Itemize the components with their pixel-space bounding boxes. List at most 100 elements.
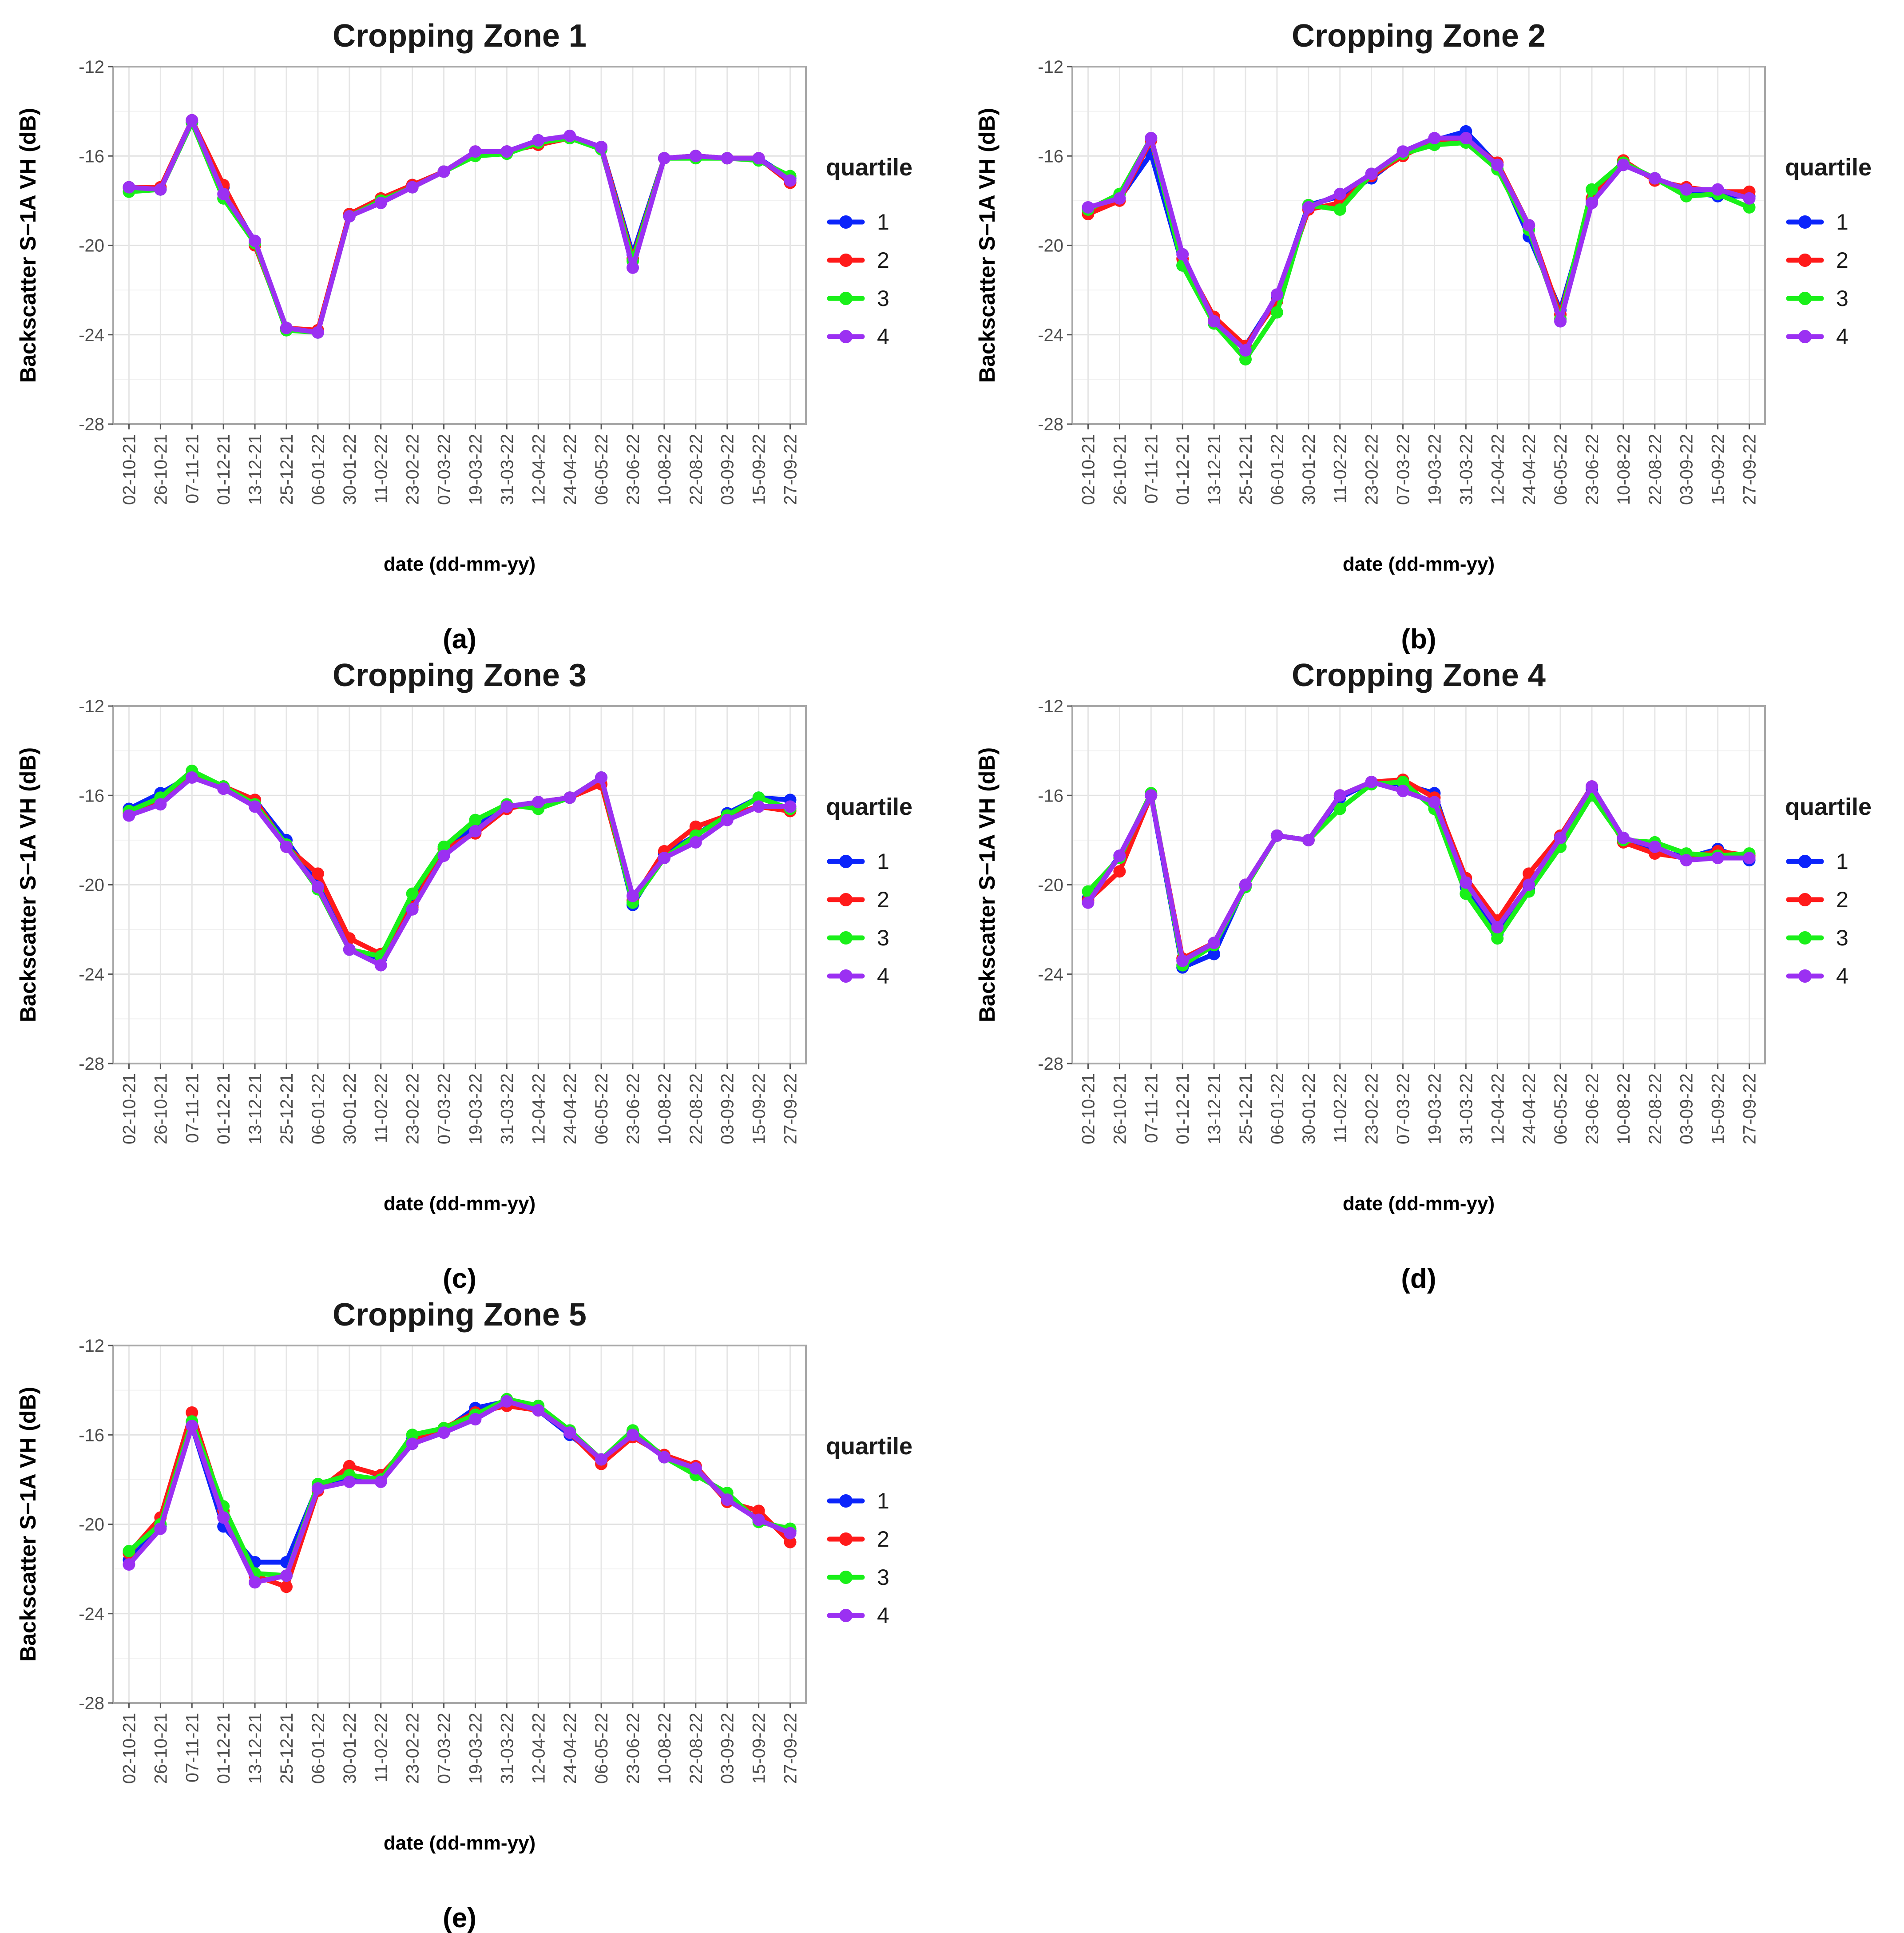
data-point-q3-07-03-22: [437, 840, 450, 853]
legend-label-4: 4: [877, 1603, 889, 1628]
data-point-q4-15-09-22: [752, 800, 765, 813]
legend-marker-1: [839, 855, 853, 868]
x-tick-label: 07-11-21: [182, 434, 202, 504]
data-point-q3-23-06-22: [1586, 183, 1598, 196]
data-point-q4-19-03-22: [469, 825, 482, 838]
data-point-q4-01-12-21: [217, 187, 230, 200]
data-point-q3-27-09-22: [1743, 201, 1756, 214]
data-point-q4-23-02-22: [1365, 776, 1378, 789]
legend-label-4: 4: [1836, 964, 1848, 988]
x-tick-label: 01-12-21: [214, 1713, 234, 1784]
legend-marker-2: [839, 254, 853, 267]
data-point-q4-23-02-22: [406, 1437, 419, 1450]
data-point-q4-19-03-22: [469, 1413, 482, 1426]
legend-title: quartile: [826, 794, 912, 820]
data-point-q4-19-03-22: [469, 145, 482, 158]
data-point-q4-26-10-21: [154, 1522, 167, 1535]
x-tick-label: 24-04-22: [560, 1073, 580, 1144]
x-tick-label: 23-06-22: [623, 434, 643, 505]
x-tick-label: 31-03-22: [1456, 1073, 1476, 1144]
data-point-q4-06-05-22: [1554, 831, 1567, 844]
legend-marker-4: [839, 969, 853, 983]
y-tick-label: -24: [1038, 965, 1063, 984]
data-point-q4-22-08-22: [689, 836, 702, 849]
legend-marker-3: [1798, 292, 1812, 305]
legend-marker-2: [839, 1532, 853, 1546]
data-point-q4-15-09-22: [752, 1513, 765, 1526]
x-tick-label: 25-12-21: [277, 1713, 297, 1784]
legend-label-3: 3: [1836, 925, 1848, 950]
data-point-q4-15-09-22: [1711, 852, 1724, 865]
x-tick-label: 27-09-22: [1740, 434, 1760, 505]
legend-marker-4: [839, 1609, 853, 1622]
chart-panel-3: -12 -16 -20 -24 -28 02-10-21 26-10-21 07-11-21 0…: [16, 658, 912, 1294]
x-tick-label: 03-09-22: [1677, 434, 1697, 505]
data-point-q4-02-10-21: [123, 809, 135, 822]
data-point-q4-27-09-22: [1743, 192, 1756, 205]
legend-title: quartile: [1785, 154, 1872, 181]
data-point-q4-30-01-22: [1302, 201, 1315, 214]
x-tick-label: 26-10-21: [1110, 434, 1130, 505]
data-point-q4-23-06-22: [627, 1429, 639, 1441]
x-tick-label: 13-12-21: [246, 1713, 265, 1784]
x-tick-label: 11-02-22: [1331, 434, 1350, 504]
data-point-q3-23-02-22: [406, 887, 419, 900]
y-tick-label: -20: [79, 236, 104, 256]
data-point-q3-12-04-22: [1491, 932, 1504, 945]
y-tick-label: -16: [79, 147, 104, 166]
y-tick-label: -24: [79, 965, 104, 984]
data-point-q4-01-12-21: [217, 1511, 230, 1524]
legend-label-2: 2: [877, 887, 889, 912]
data-point-q4-03-09-22: [1680, 854, 1693, 867]
data-point-q4-15-09-22: [752, 152, 765, 165]
x-tick-label: 03-09-22: [718, 434, 738, 505]
x-tick-label: 07-11-21: [182, 1073, 202, 1143]
y-tick-label: -20: [79, 876, 104, 895]
x-tick-label: 24-04-22: [1519, 434, 1539, 505]
data-point-q4-23-02-22: [406, 181, 419, 194]
x-tick-label: 31-03-22: [497, 1713, 517, 1784]
panel-label: (c): [443, 1263, 476, 1294]
data-point-q4-07-11-21: [186, 114, 198, 127]
x-tick-label: 25-12-21: [277, 434, 297, 505]
legend-marker-3: [839, 1571, 853, 1584]
data-point-q4-13-12-21: [1208, 937, 1221, 949]
legend-marker-3: [839, 292, 853, 305]
legend-marker-2: [1798, 893, 1812, 906]
legend-label-2: 2: [877, 248, 889, 273]
data-point-q4-23-06-22: [1586, 780, 1598, 793]
x-tick-label: 23-02-22: [403, 1073, 423, 1144]
x-tick-label: 23-06-22: [623, 1713, 643, 1784]
x-tick-label: 30-01-22: [340, 1073, 360, 1144]
data-point-q4-24-04-22: [563, 129, 576, 142]
x-tick-label: 06-05-22: [592, 1713, 611, 1784]
data-point-q4-07-03-22: [1396, 785, 1409, 798]
x-tick-label: 02-10-21: [1079, 1073, 1098, 1144]
x-tick-label: 23-06-22: [1583, 1073, 1602, 1144]
x-tick-label: 10-08-22: [1614, 1073, 1634, 1144]
data-point-q2-15-09-22: [752, 1504, 765, 1517]
x-tick-label: 27-09-22: [1740, 1073, 1760, 1144]
data-point-q4-06-05-22: [595, 1453, 608, 1466]
x-tick-label: 06-05-22: [592, 1073, 611, 1144]
data-point-q4-25-12-21: [1239, 878, 1252, 891]
x-tick-label: 26-10-21: [151, 1713, 171, 1784]
data-point-q3-25-12-21: [1239, 353, 1252, 366]
data-point-q2-07-11-21: [186, 1406, 198, 1419]
legend-marker-3: [839, 931, 853, 945]
x-tick-label: 22-08-22: [686, 1073, 706, 1144]
series-line-quartile-4: [1086, 135, 1752, 353]
legend-label-1: 1: [877, 1488, 889, 1513]
data-point-q4-07-11-21: [186, 771, 198, 784]
x-tick-label: 15-09-22: [1709, 1073, 1728, 1144]
data-point-q4-23-06-22: [627, 261, 639, 274]
data-point-q4-13-12-21: [249, 800, 262, 813]
x-tick-label: 22-08-22: [1646, 1073, 1665, 1144]
y-tick-label: -20: [1038, 236, 1063, 256]
data-point-q4-25-12-21: [1239, 344, 1252, 357]
x-tick-label: 06-05-22: [1551, 1073, 1571, 1144]
x-tick-label: 07-03-22: [435, 1073, 454, 1144]
data-point-q4-11-02-22: [374, 1475, 387, 1488]
x-tick-label: 11-02-22: [372, 1073, 391, 1143]
x-tick-label: 03-09-22: [718, 1713, 738, 1784]
